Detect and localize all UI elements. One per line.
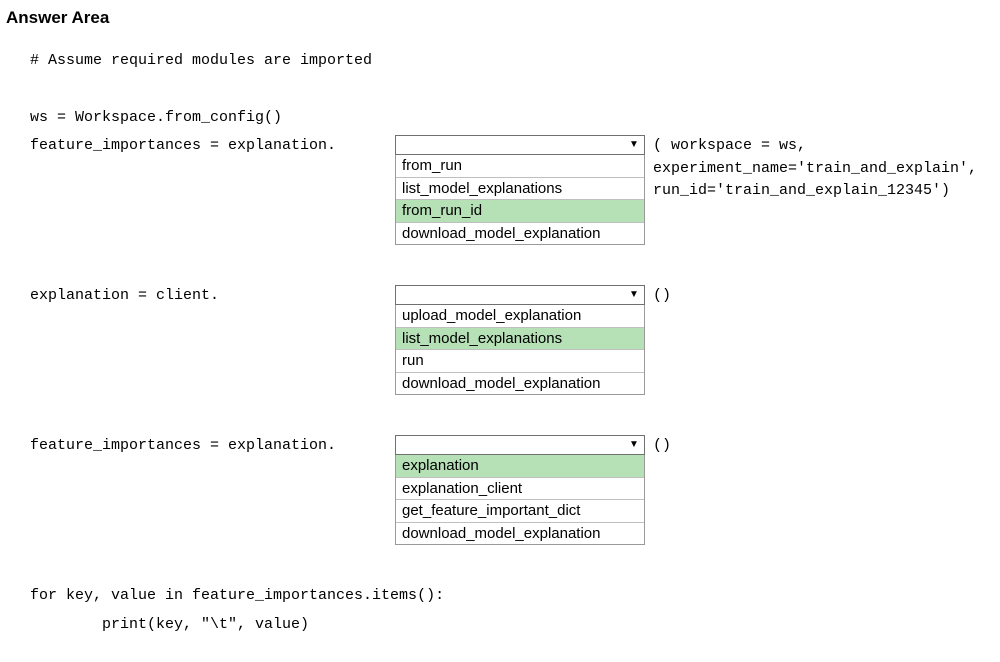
code-row: print(key, "\t", value) [0,614,1000,637]
stmt2-left: explanation = client. [30,287,219,304]
dropdown-option[interactable]: download_model_explanation [396,522,644,545]
dropdown-option[interactable]: from_run_id [396,199,644,222]
code-row: # Assume required modules are imported [0,50,1000,73]
stmt1-right-2: experiment_name='train_and_explain', [653,158,1000,181]
for-line: for key, value in feature_importances.it… [30,587,444,604]
stmt3-right: () [653,437,671,454]
dropdown-option[interactable]: list_model_explanations [396,177,644,200]
stmt-block-1: feature_importances = explanation. ▼ fro… [0,135,1000,245]
dropdown-2[interactable]: ▼ [395,285,645,305]
dropdown-option[interactable]: get_feature_important_dict [396,499,644,522]
stmt1-left: feature_importances = explanation. [30,137,336,154]
dropdown-option[interactable]: from_run [396,155,644,177]
print-line: print(key, "\t", value) [30,616,309,633]
chevron-down-icon: ▼ [626,440,642,450]
stmt1-right-1: ( workspace = ws, [653,135,1000,158]
answer-area-page: Answer Area # Assume required modules ar… [0,0,1000,662]
dropdown-3[interactable]: ▼ [395,435,645,455]
dropdown-option[interactable]: explanation_client [396,477,644,500]
dropdown-2-options: upload_model_explanationlist_model_expla… [395,305,645,395]
dropdown-option[interactable]: run [396,349,644,372]
chevron-down-icon: ▼ [626,290,642,300]
stmt1-right-3: run_id='train_and_explain_12345') [653,180,1000,203]
ws-assign: ws = Workspace.from_config() [30,109,282,126]
code-row: for key, value in feature_importances.it… [0,585,1000,608]
stmt3-left: feature_importances = explanation. [30,437,336,454]
code-row: ws = Workspace.from_config() [0,107,1000,130]
comment-line: # Assume required modules are imported [30,52,372,69]
dropdown-1-options: from_runlist_model_explanationsfrom_run_… [395,155,645,245]
dropdown-option[interactable]: download_model_explanation [396,372,644,395]
dropdown-1[interactable]: ▼ [395,135,645,155]
stmt2-right: () [653,287,671,304]
dropdown-3-options: explanationexplanation_clientget_feature… [395,455,645,545]
dropdown-option[interactable]: upload_model_explanation [396,305,644,327]
dropdown-option[interactable]: download_model_explanation [396,222,644,245]
dropdown-option[interactable]: list_model_explanations [396,327,644,350]
dropdown-option[interactable]: explanation [396,455,644,477]
page-title: Answer Area [6,8,1000,28]
stmt-block-3: feature_importances = explanation. ▼ exp… [0,435,1000,545]
stmt-block-2: explanation = client. ▼ upload_model_exp… [0,285,1000,395]
chevron-down-icon: ▼ [626,140,642,150]
